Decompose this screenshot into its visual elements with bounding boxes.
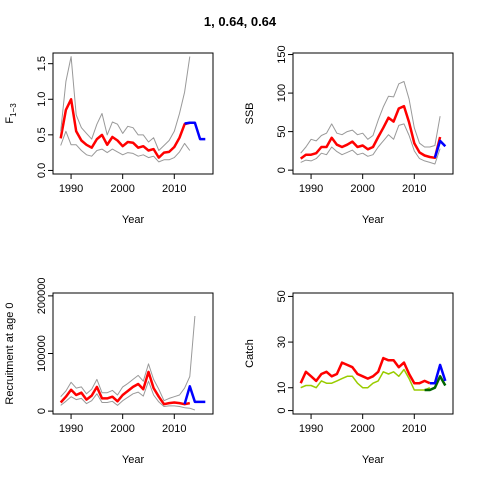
chart-panel-3: 1990 2000 2010 0 100000 200000 Year Recruitment… — [4, 278, 214, 466]
x-tick-label: 2000 — [110, 423, 134, 435]
chart-panel-2: 1990 2000 2010 0 50 100 150 Year SSB — [244, 45, 454, 226]
series-line-median — [59, 370, 191, 406]
x-axis-label: Year — [122, 454, 145, 466]
x-tick-label: 2000 — [350, 183, 374, 195]
y-tick-label: 0.0 — [36, 163, 48, 178]
x-tick-label: 2010 — [402, 183, 426, 195]
series-line-median — [299, 104, 442, 160]
y-tick-label: 1.0 — [36, 92, 48, 107]
y-axis-label: Catch — [244, 339, 256, 368]
chart-panel-4: 1990 2000 2010 0 10 30 50 Year Catch — [244, 290, 454, 466]
y-axis-label-text: SSB — [244, 102, 256, 124]
x-tick-label: 2000 — [350, 423, 374, 435]
series-line-fitted — [424, 375, 447, 392]
series-line-lower — [60, 130, 191, 163]
y-tick-label: 50 — [276, 290, 288, 302]
figure-title: 1, 0.64, 0.64 — [204, 14, 277, 29]
x-tick-label: 1990 — [299, 183, 323, 195]
series-line-upper — [60, 315, 196, 402]
x-tick-label: 2010 — [162, 423, 186, 435]
plot-frame — [292, 52, 454, 175]
plot-frame — [52, 52, 214, 175]
y-tick-label: 30 — [276, 336, 288, 348]
y-tick-label: 0.5 — [36, 127, 48, 142]
y-axis-label-text: Recruitment at age 0 — [4, 302, 16, 404]
y-tick-label: 0 — [276, 167, 288, 173]
y-tick-label: 50 — [276, 125, 288, 137]
y-tick-label: 10 — [276, 382, 288, 394]
x-tick-label: 2000 — [110, 183, 134, 195]
series-line-projection — [183, 385, 206, 405]
series-line-projection — [184, 121, 206, 141]
x-tick-label: 1990 — [59, 423, 83, 435]
x-axis-label: Year — [122, 214, 145, 226]
x-tick-label: 1990 — [299, 423, 323, 435]
y-axis-label: F1−3 — [4, 103, 18, 124]
y-tick-label: 150 — [276, 45, 288, 63]
y-tick-label: 100 — [276, 84, 288, 102]
series-line-projection — [429, 363, 447, 385]
series-line-projection — [433, 139, 447, 159]
y-tick-label: 1.5 — [36, 56, 48, 71]
plot-frame — [292, 292, 454, 415]
x-axis-label: Year — [362, 214, 385, 226]
x-tick-label: 1990 — [59, 183, 83, 195]
y-axis-label: SSB — [244, 102, 256, 124]
y-axis-label-text: F — [4, 117, 16, 124]
x-tick-label: 2010 — [402, 423, 426, 435]
series-line-lower — [60, 380, 196, 411]
series-line-upper — [60, 56, 191, 151]
series-line-observed — [300, 368, 431, 391]
series-line-catch — [299, 356, 431, 385]
x-axis-label: Year — [362, 454, 385, 466]
y-tick-label: 0 — [276, 408, 288, 414]
y-tick-label: 0 — [36, 408, 48, 414]
panels: 1990 2000 2010 0.0 0.5 1.0 1.5 Year F1−3 1990 2000… — [4, 45, 454, 466]
y-axis-label-subscript: 1−3 — [9, 103, 18, 117]
series-line-lower — [300, 123, 441, 165]
series-line-upper — [300, 81, 441, 154]
y-tick-label: 200000 — [36, 278, 48, 315]
y-tick-label: 100000 — [36, 335, 48, 372]
chart-panel-1: 1990 2000 2010 0.0 0.5 1.0 1.5 Year F1−3 — [4, 52, 214, 226]
series-line-median — [59, 98, 191, 159]
y-axis-label-text: Catch — [244, 339, 256, 368]
x-tick-label: 2010 — [162, 183, 186, 195]
y-axis-label: Recruitment at age 0 — [4, 302, 16, 404]
